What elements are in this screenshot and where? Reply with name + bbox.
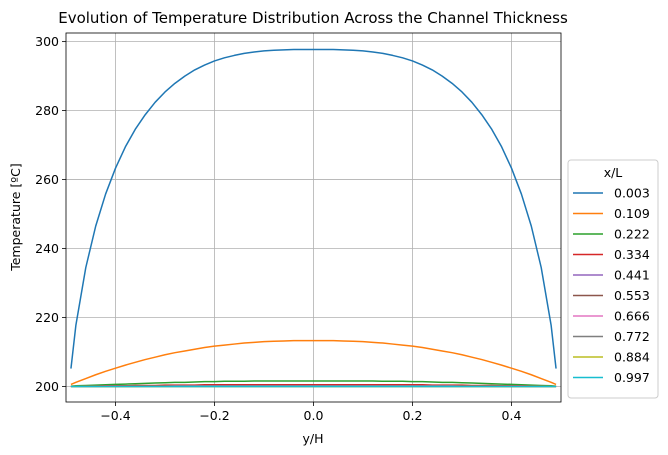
x-tick-label: 0.4 <box>502 408 522 423</box>
legend-label-0.884: 0.884 <box>614 350 650 365</box>
legend-label-0.003: 0.003 <box>614 186 650 201</box>
series-line-0.222 <box>70 380 557 387</box>
legend-label-0.222: 0.222 <box>614 227 650 242</box>
legend-label-0.441: 0.441 <box>614 268 650 283</box>
y-tick-label: 260 <box>35 172 59 187</box>
legend-box <box>567 159 659 399</box>
legend-title: x/L <box>604 165 623 180</box>
y-tick-label: 200 <box>35 379 59 394</box>
legend: x/L 0.0030.1090.2220.3340.4410.5530.6660… <box>567 159 659 399</box>
legend-label-0.997: 0.997 <box>614 370 650 385</box>
y-axis-label: Temperature [ºC] <box>8 163 23 272</box>
legend-label-0.553: 0.553 <box>614 288 650 303</box>
y-axis-ticks: 200 220 240 260 280 300 <box>35 34 66 394</box>
y-tick-label: 300 <box>35 34 59 49</box>
y-tick-label: 220 <box>35 310 59 325</box>
series-lines <box>70 48 557 388</box>
legend-label-0.772: 0.772 <box>614 329 650 344</box>
legend-label-0.666: 0.666 <box>614 309 650 324</box>
series-line-0.109 <box>70 339 557 386</box>
x-tick-label: 0.2 <box>403 408 423 423</box>
series-line-0.003 <box>70 48 557 369</box>
x-tick-label: 0.0 <box>304 408 324 423</box>
y-tick-label: 240 <box>35 241 59 256</box>
y-tick-label: 280 <box>35 103 59 118</box>
x-axis-label: y/H <box>302 431 323 446</box>
x-tick-label: −0.4 <box>100 408 130 423</box>
x-tick-label: −0.2 <box>199 408 229 423</box>
x-axis-ticks: −0.4 −0.2 0.0 0.2 0.4 <box>100 402 521 423</box>
chart-title: Evolution of Temperature Distribution Ac… <box>58 9 568 27</box>
legend-entries: 0.003 0.109 0.222 0.334 0.441 0.553 0.666 0.772… <box>573 186 650 385</box>
legend-label-0.109: 0.109 <box>614 206 650 221</box>
legend-label-0.334: 0.334 <box>614 247 650 262</box>
